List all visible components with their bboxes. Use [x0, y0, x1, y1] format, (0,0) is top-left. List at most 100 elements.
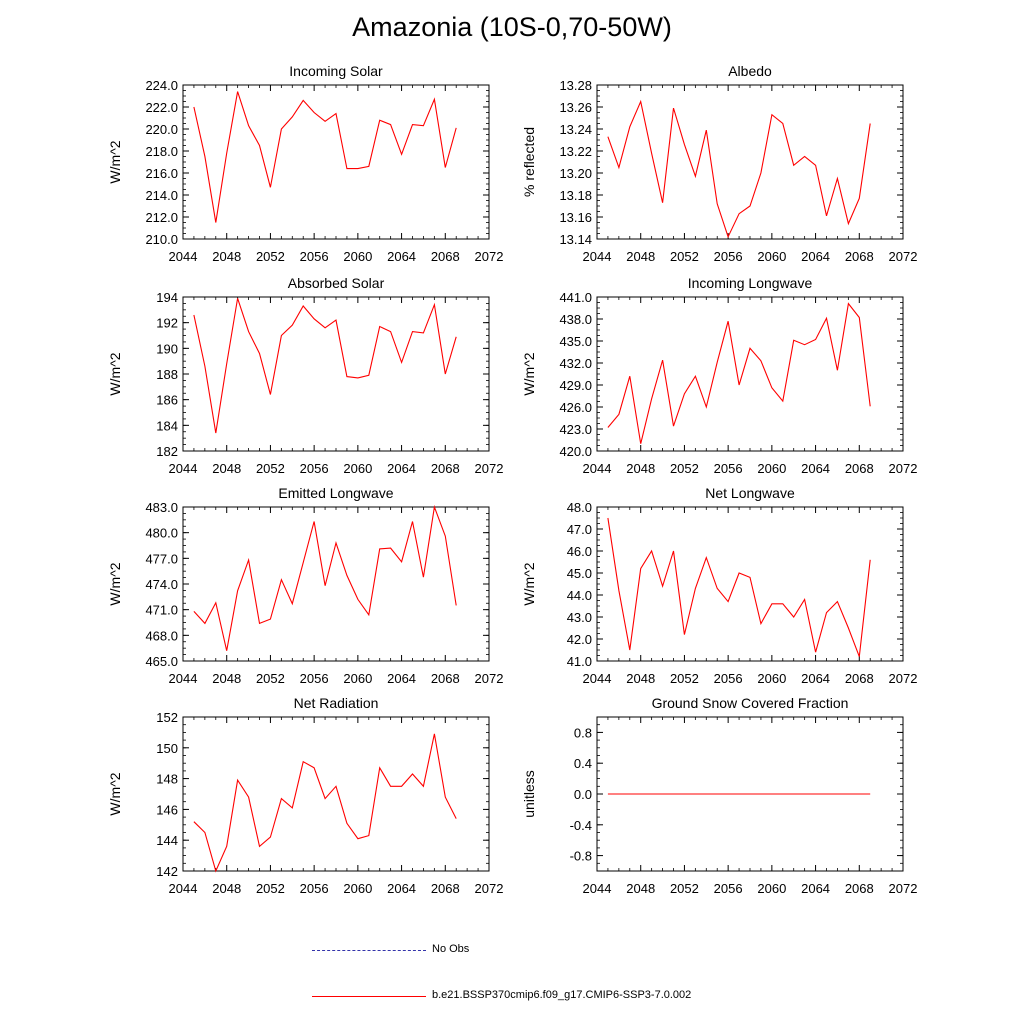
panel-title-incoming-longwave: Incoming Longwave	[688, 275, 813, 291]
x-tick-label: 2048	[626, 881, 655, 896]
x-tick-label: 2068	[431, 671, 460, 686]
x-tick-label: 2072	[475, 249, 504, 264]
x-tick-label: 2060	[757, 881, 786, 896]
x-tick-label: 2064	[387, 671, 416, 686]
x-tick-label: 2072	[889, 881, 918, 896]
y-tick-label: 148	[156, 772, 178, 787]
x-tick-label: 2072	[889, 671, 918, 686]
x-tick-label: 2060	[343, 249, 372, 264]
panel-title-emitted-longwave: Emitted Longwave	[278, 485, 393, 501]
y-tick-label: 477.0	[145, 551, 178, 566]
panel-emitted-longwave: 2044 2048 2052 2056 2060 2064 2068 2072 465.0 468…	[107, 485, 503, 686]
x-tick-label: 2068	[845, 461, 874, 476]
x-tick-label: 2060	[757, 249, 786, 264]
x-tick-label: 2048	[212, 881, 241, 896]
y-tick-label: 480.0	[145, 526, 178, 541]
x-tick-label: 2072	[889, 461, 918, 476]
y-tick-label: 423.0	[559, 422, 592, 437]
panel-albedo: 2044 2048 2052 2056 2060 2064 2068 2072 13.14 13.…	[521, 63, 917, 264]
x-tick-label: 2052	[670, 249, 699, 264]
y-axis-label-net-radiation: W/m^2	[107, 772, 123, 815]
x-tick-label: 2048	[626, 671, 655, 686]
x-tick-label: 2064	[801, 461, 830, 476]
legend-entry-model-run: b.e21.BSSP370cmip6.f09_g17.CMIP6-SSP3-7.…	[0, 989, 691, 1016]
x-tick-label: 2060	[343, 671, 372, 686]
x-tick-label: 2052	[256, 881, 285, 896]
x-tick-label: 2056	[300, 461, 329, 476]
y-tick-label: 483.0	[145, 500, 178, 515]
y-tick-label: 41.0	[567, 654, 592, 669]
y-tick-label: 13.14	[559, 232, 592, 247]
y-tick-label: 0.4	[574, 756, 592, 771]
y-tick-label: 438.0	[559, 312, 592, 327]
x-tick-label: 2044	[583, 249, 612, 264]
x-tick-label: 2048	[212, 249, 241, 264]
panel-net-radiation: 2044 2048 2052 2056 2060 2064 2068 2072 142 144 14…	[107, 695, 503, 896]
y-tick-label: 426.0	[559, 400, 592, 415]
panel-absorbed-solar: 2044 2048 2052 2056 2060 2064 2068 2072 182 184 18…	[107, 275, 503, 476]
y-axis-label-emitted-longwave: W/m^2	[107, 562, 123, 605]
y-tick-label: 186	[156, 393, 178, 408]
y-tick-label: 224.0	[145, 78, 178, 93]
x-tick-label: 2064	[387, 249, 416, 264]
y-tick-label: 152	[156, 710, 178, 725]
panel-incoming-longwave: 2044 2048 2052 2056 2060 2064 2068 2072 420.0 423…	[521, 275, 917, 476]
y-axis-label-incoming-solar: W/m^2	[107, 140, 123, 183]
y-tick-label: 465.0	[145, 654, 178, 669]
x-tick-label: 2060	[757, 671, 786, 686]
y-axis-label-net-longwave: W/m^2	[521, 562, 537, 605]
x-tick-label: 2068	[845, 249, 874, 264]
x-tick-label: 2072	[889, 249, 918, 264]
x-tick-label: 2052	[670, 461, 699, 476]
x-tick-label: 2052	[256, 671, 285, 686]
y-tick-label: 468.0	[145, 628, 178, 643]
x-tick-label: 2056	[714, 461, 743, 476]
panel-net-longwave: 2044 2048 2052 2056 2060 2064 2068 2072 41.0 42.0…	[521, 485, 917, 686]
y-tick-label: 474.0	[145, 577, 178, 592]
series-line-emitted-longwave	[193, 504, 457, 651]
x-tick-label: 2072	[475, 671, 504, 686]
y-tick-label: 150	[156, 741, 178, 756]
x-tick-label: 2052	[670, 671, 699, 686]
x-tick-label: 2044	[169, 249, 198, 264]
plot-frame-net-radiation	[182, 716, 490, 872]
y-tick-label: 222.0	[145, 100, 178, 115]
x-tick-label: 2068	[431, 881, 460, 896]
x-tick-label: 2056	[300, 881, 329, 896]
x-tick-label: 2072	[475, 461, 504, 476]
plot-frame-net-longwave	[596, 506, 904, 662]
x-tick-label: 2044	[583, 461, 612, 476]
y-tick-label: 48.0	[567, 500, 592, 515]
x-tick-label: 2048	[212, 671, 241, 686]
panel-incoming-solar: 2044 2048 2052 2056 2060 2064 2068 2072 210.0 212…	[107, 63, 503, 264]
y-tick-label: 13.18	[559, 188, 592, 203]
y-axis-label-ground-snow-covered-fraction: unitless	[521, 770, 537, 817]
y-tick-label: 0.8	[574, 725, 592, 740]
x-tick-label: 2044	[583, 881, 612, 896]
y-tick-label: 13.28	[559, 78, 592, 93]
legend-label-model-run: b.e21.BSSP370cmip6.f09_g17.CMIP6-SSP3-7.…	[432, 989, 692, 1001]
y-tick-label: 192	[156, 316, 178, 331]
y-tick-label: 216.0	[145, 166, 178, 181]
y-tick-label: 182	[156, 444, 178, 459]
panel-title-ground-snow-covered-fraction: Ground Snow Covered Fraction	[652, 695, 849, 711]
x-tick-label: 2052	[256, 249, 285, 264]
y-tick-label: 13.20	[559, 166, 592, 181]
y-tick-label: 144	[156, 833, 178, 848]
y-tick-label: 441.0	[559, 290, 592, 305]
x-tick-label: 2056	[714, 671, 743, 686]
y-tick-label: 212.0	[145, 210, 178, 225]
x-tick-label: 2068	[845, 881, 874, 896]
y-axis-label-absorbed-solar: W/m^2	[107, 352, 123, 395]
panel-title-net-radiation: Net Radiation	[294, 695, 379, 711]
y-tick-label: 214.0	[145, 188, 178, 203]
x-tick-label: 2056	[300, 249, 329, 264]
x-tick-label: 2060	[757, 461, 786, 476]
x-tick-label: 2052	[670, 881, 699, 896]
legend-entry-no-obs: No Obs	[0, 943, 600, 970]
x-tick-label: 2068	[431, 461, 460, 476]
x-tick-label: 2044	[169, 881, 198, 896]
x-tick-label: 2068	[845, 671, 874, 686]
y-tick-label: 432.0	[559, 356, 592, 371]
